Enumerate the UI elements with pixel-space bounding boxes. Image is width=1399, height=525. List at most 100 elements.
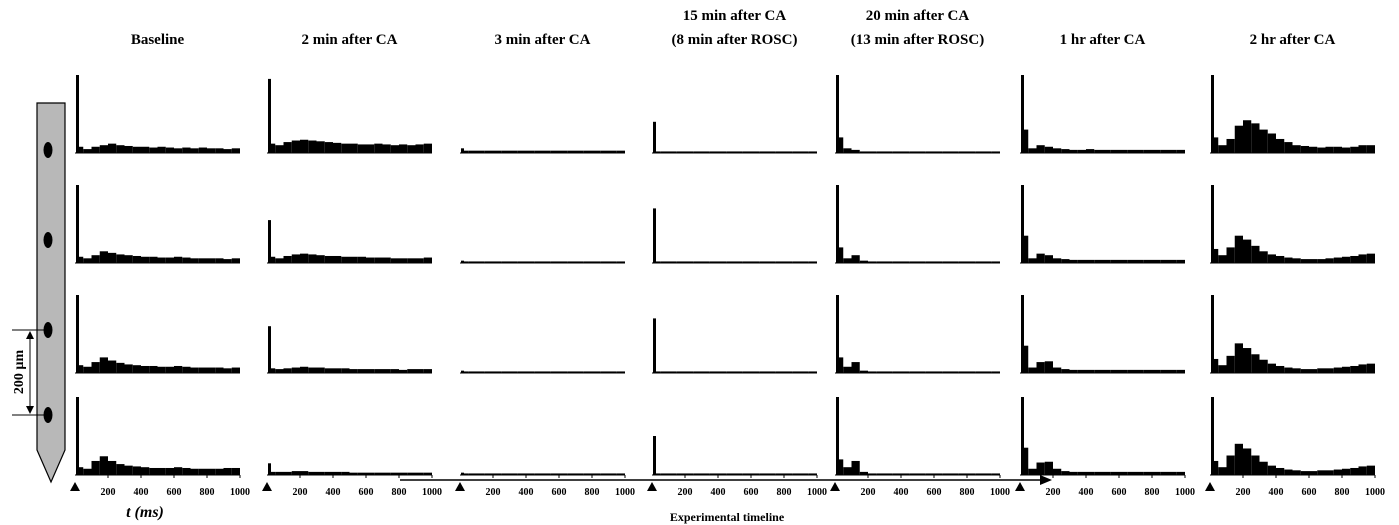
histogram-bar <box>275 471 284 475</box>
histogram-bar <box>407 258 416 263</box>
histogram-bar <box>174 256 183 263</box>
histogram-bar <box>1069 149 1078 153</box>
histogram-bar <box>1317 147 1326 153</box>
histogram-bar <box>484 261 493 263</box>
histogram-bar <box>1094 369 1103 373</box>
histogram-bar <box>655 371 661 373</box>
histogram-bar <box>1325 146 1334 153</box>
histogram-bar <box>1086 471 1095 475</box>
histogram-bar <box>653 208 656 263</box>
histogram-bar <box>308 254 317 263</box>
histogram-bar <box>484 473 493 475</box>
histogram-bar <box>1028 148 1037 153</box>
x-tick-label: 600 <box>744 487 759 498</box>
histogram-bar <box>91 362 100 373</box>
histogram-bar <box>382 144 391 153</box>
histogram-bar <box>268 78 271 153</box>
histogram-bar <box>275 145 284 153</box>
histogram-bar <box>1358 466 1367 475</box>
histogram-bar <box>374 143 383 153</box>
histogram-bar <box>653 121 656 153</box>
histogram-bar <box>991 261 1000 263</box>
histogram-bar <box>1218 365 1227 373</box>
histogram-bar <box>1366 363 1375 373</box>
panel-title: (8 min after ROSC) <box>672 32 798 48</box>
histogram-bar <box>851 255 860 263</box>
histogram-bar <box>341 471 350 475</box>
histogram-bar <box>1127 471 1136 475</box>
histogram-bar <box>1243 448 1252 475</box>
histogram-bar <box>1094 259 1103 263</box>
histogram-bar <box>600 371 609 373</box>
histogram-bar <box>268 220 271 263</box>
histogram-bar <box>1243 348 1252 373</box>
histogram-bar <box>461 370 464 373</box>
histogram-bar <box>534 371 543 373</box>
histogram-bar <box>1251 123 1260 153</box>
histogram-bar <box>300 139 309 153</box>
histogram-bar <box>592 371 601 373</box>
histogram-bar <box>1160 149 1169 153</box>
histogram-bar <box>800 151 809 153</box>
histogram-bar <box>83 366 92 373</box>
histogram-bar <box>851 149 860 153</box>
histogram-bar <box>517 473 526 475</box>
histogram-bar <box>859 471 868 475</box>
histogram-bar <box>1213 137 1219 153</box>
histogram-bar <box>550 371 559 373</box>
histogram-bar <box>767 371 776 373</box>
histogram-bar <box>1292 470 1301 475</box>
histogram-bar <box>316 255 325 263</box>
histogram-bar <box>892 371 901 373</box>
histogram-bar <box>567 371 576 373</box>
histogram-bar <box>967 371 976 373</box>
histogram-bar <box>78 256 84 263</box>
histogram-bar <box>958 151 967 153</box>
histogram-bar <box>701 151 710 153</box>
histogram-bar <box>1309 146 1318 153</box>
histogram-bar <box>784 261 793 263</box>
histogram-bar <box>141 146 150 153</box>
histogram-bar <box>382 257 391 263</box>
histogram-bar <box>693 261 702 263</box>
histogram-bar <box>399 258 408 263</box>
histogram-bar <box>759 473 768 475</box>
histogram-bar <box>215 258 224 263</box>
histogram-bar <box>182 467 191 475</box>
histogram-bar <box>484 371 493 373</box>
histogram-bar <box>660 151 669 153</box>
histogram-bar <box>838 459 844 475</box>
histogram-bar <box>991 371 1000 373</box>
histogram-bar <box>653 318 656 373</box>
histogram-bar <box>1086 259 1095 263</box>
histogram-bar <box>399 369 408 373</box>
histogram-bar <box>1234 343 1243 373</box>
histogram-bar <box>407 472 416 475</box>
histogram-bar <box>1366 253 1375 263</box>
histogram-bar <box>526 261 535 263</box>
histogram-bar <box>942 151 951 153</box>
histogram-bar <box>270 256 276 263</box>
histogram-bar <box>324 255 333 263</box>
histogram-bar <box>701 371 710 373</box>
histogram-bar <box>149 256 158 263</box>
histogram-bar <box>1023 345 1029 373</box>
histogram-bar <box>157 366 166 373</box>
x-tick-label: 200 <box>861 487 876 498</box>
histogram-bar <box>734 151 743 153</box>
histogram-bar <box>493 261 502 263</box>
histogram-bar <box>775 151 784 153</box>
timeline-label: Experimental timeline <box>670 510 785 524</box>
histogram-bar <box>1284 142 1293 153</box>
histogram-bar <box>983 261 992 263</box>
histogram-bar <box>958 261 967 263</box>
histogram-bar <box>1023 235 1029 263</box>
histogram-bar <box>407 145 416 153</box>
histogram-bar <box>655 261 661 263</box>
histogram-bar <box>575 473 584 475</box>
histogram-bar <box>374 257 383 263</box>
histogram-bar <box>1061 259 1070 263</box>
histogram-bar <box>808 473 817 475</box>
histogram-bar <box>78 146 84 153</box>
histogram-bar <box>1127 259 1136 263</box>
